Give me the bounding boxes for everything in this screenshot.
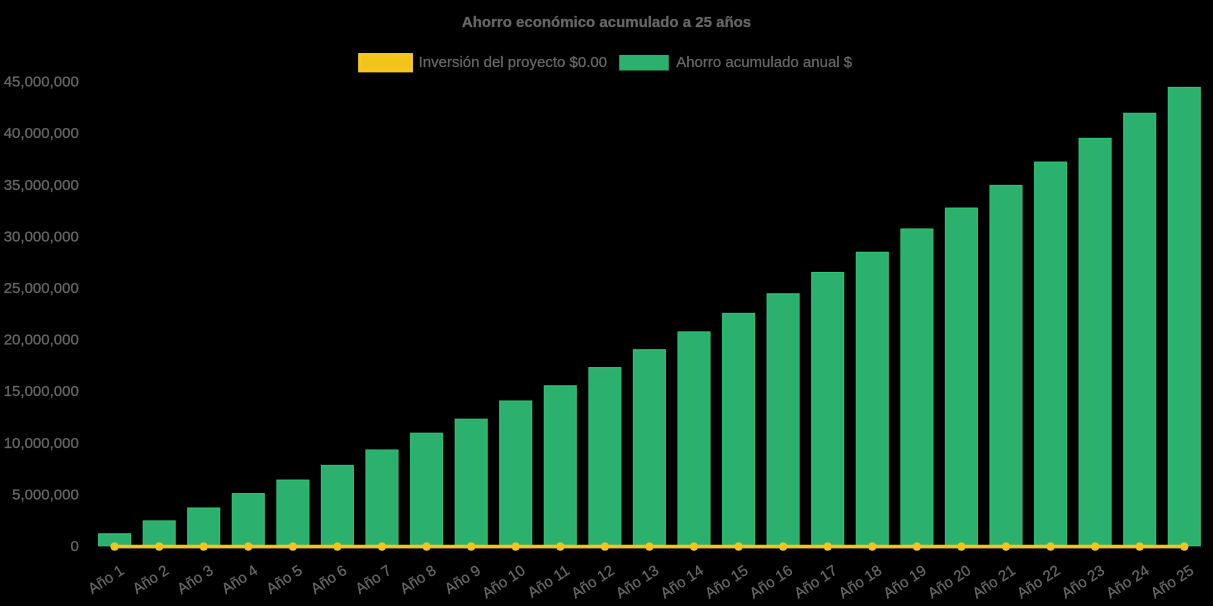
svg-text:25,000,000: 25,000,000: [4, 280, 79, 297]
svg-text:30,000,000: 30,000,000: [4, 228, 79, 245]
svg-text:20,000,000: 20,000,000: [4, 332, 79, 349]
svg-text:0: 0: [70, 538, 78, 555]
svg-text:Ahorro acumulado anual $: Ahorro acumulado anual $: [676, 54, 853, 71]
svg-text:40,000,000: 40,000,000: [4, 125, 79, 142]
svg-text:5,000,000: 5,000,000: [12, 486, 79, 503]
svg-text:Ahorro económico acumulado a 2: Ahorro económico acumulado a 25 años: [462, 14, 751, 31]
svg-text:Inversión del proyecto $0.00: Inversión del proyecto $0.00: [419, 54, 607, 71]
svg-text:10,000,000: 10,000,000: [4, 435, 79, 452]
svg-text:35,000,000: 35,000,000: [4, 177, 79, 194]
svg-text:15,000,000: 15,000,000: [4, 383, 79, 400]
svg-text:45,000,000: 45,000,000: [4, 74, 79, 91]
